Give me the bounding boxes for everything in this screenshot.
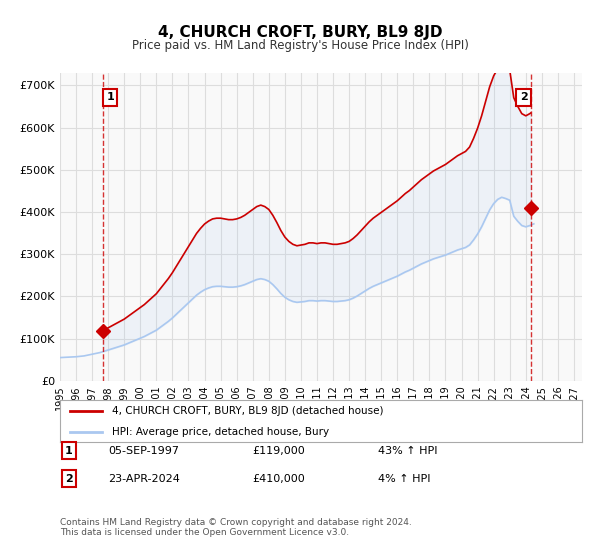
Text: 2: 2 [65,474,73,484]
Text: 43% ↑ HPI: 43% ↑ HPI [378,446,437,456]
Text: £410,000: £410,000 [252,474,305,484]
Text: £119,000: £119,000 [252,446,305,456]
Text: 4, CHURCH CROFT, BURY, BL9 8JD: 4, CHURCH CROFT, BURY, BL9 8JD [158,25,442,40]
Text: 4, CHURCH CROFT, BURY, BL9 8JD (detached house): 4, CHURCH CROFT, BURY, BL9 8JD (detached… [112,406,384,416]
Text: 1: 1 [106,92,114,102]
Text: 1: 1 [65,446,73,456]
Text: 23-APR-2024: 23-APR-2024 [108,474,180,484]
Text: 4% ↑ HPI: 4% ↑ HPI [378,474,431,484]
Text: 05-SEP-1997: 05-SEP-1997 [108,446,179,456]
Text: Contains HM Land Registry data © Crown copyright and database right 2024.
This d: Contains HM Land Registry data © Crown c… [60,518,412,538]
Text: HPI: Average price, detached house, Bury: HPI: Average price, detached house, Bury [112,427,329,437]
Text: 2: 2 [520,92,527,102]
Text: Price paid vs. HM Land Registry's House Price Index (HPI): Price paid vs. HM Land Registry's House … [131,39,469,52]
